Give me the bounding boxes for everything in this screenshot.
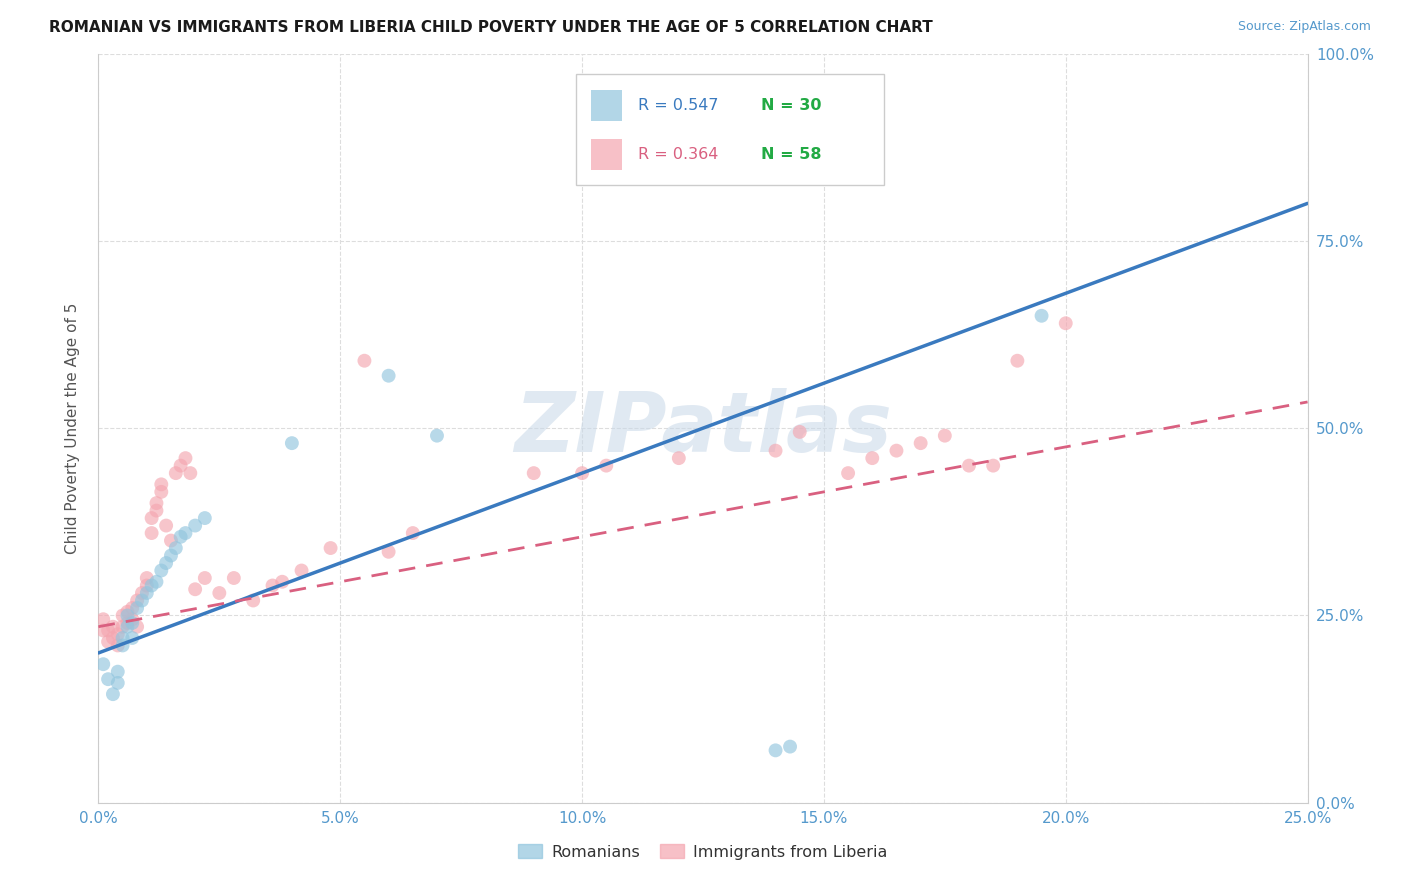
Point — [179, 466, 201, 480]
Point — [886, 443, 908, 458]
Point — [117, 605, 139, 619]
Point — [765, 443, 787, 458]
Point — [91, 624, 114, 638]
Point — [150, 484, 173, 499]
Text: ZIPatlas: ZIPatlas — [515, 388, 891, 468]
Point — [789, 425, 811, 439]
Point — [127, 620, 149, 634]
Point — [117, 615, 139, 630]
Point — [668, 451, 690, 466]
Point — [141, 511, 163, 525]
Point — [107, 627, 129, 641]
Point — [353, 353, 375, 368]
Point — [121, 615, 143, 630]
Point — [131, 586, 153, 600]
Point — [101, 687, 124, 701]
Point — [165, 541, 187, 555]
Point — [271, 574, 294, 589]
Point — [160, 533, 183, 548]
Point — [194, 511, 217, 525]
Point — [107, 665, 129, 679]
Point — [222, 571, 245, 585]
Point — [131, 593, 153, 607]
Point — [208, 586, 231, 600]
Point — [97, 634, 120, 648]
Point — [101, 620, 124, 634]
Point — [127, 601, 149, 615]
Point — [174, 451, 197, 466]
Point — [121, 601, 143, 615]
Point — [860, 451, 883, 466]
Point — [107, 639, 129, 653]
Text: Source: ZipAtlas.com: Source: ZipAtlas.com — [1237, 20, 1371, 33]
Point — [194, 571, 217, 585]
Point — [145, 496, 167, 510]
Point — [377, 368, 399, 383]
Point — [117, 620, 139, 634]
Point — [127, 593, 149, 607]
Point — [281, 436, 304, 450]
Point — [97, 624, 120, 638]
Point — [779, 739, 801, 754]
Point — [169, 530, 191, 544]
Point — [91, 657, 114, 672]
Point — [319, 541, 342, 555]
Point — [523, 466, 546, 480]
Point — [145, 574, 167, 589]
Point — [571, 466, 593, 480]
Point — [101, 631, 124, 645]
Point — [160, 549, 183, 563]
Point — [595, 458, 617, 473]
Point — [242, 593, 264, 607]
Point — [117, 608, 139, 623]
Point — [97, 672, 120, 686]
Legend: Romanians, Immigrants from Liberia: Romanians, Immigrants from Liberia — [512, 838, 894, 866]
Text: ROMANIAN VS IMMIGRANTS FROM LIBERIA CHILD POVERTY UNDER THE AGE OF 5 CORRELATION: ROMANIAN VS IMMIGRANTS FROM LIBERIA CHIL… — [49, 20, 934, 35]
Point — [141, 526, 163, 541]
Point — [184, 582, 207, 597]
Point — [184, 518, 207, 533]
Point — [135, 578, 157, 592]
Point — [262, 578, 284, 592]
Point — [837, 466, 859, 480]
Point — [377, 545, 399, 559]
Point — [169, 458, 191, 473]
Point — [981, 458, 1004, 473]
Point — [111, 620, 134, 634]
Point — [957, 458, 980, 473]
Point — [111, 639, 134, 653]
Point — [150, 564, 173, 578]
Point — [135, 586, 157, 600]
Point — [165, 466, 187, 480]
Point — [155, 518, 177, 533]
Point — [107, 676, 129, 690]
Point — [765, 743, 787, 757]
Point — [145, 503, 167, 517]
Point — [910, 436, 932, 450]
Point — [174, 526, 197, 541]
Point — [426, 428, 449, 442]
Point — [290, 564, 312, 578]
Point — [135, 571, 157, 585]
Point — [150, 477, 173, 491]
Point — [121, 612, 143, 626]
Point — [121, 631, 143, 645]
Point — [1007, 353, 1029, 368]
Point — [141, 578, 163, 592]
Point — [934, 428, 956, 442]
Point — [91, 612, 114, 626]
Point — [111, 608, 134, 623]
Point — [1054, 316, 1077, 330]
Point — [1031, 309, 1053, 323]
Point — [402, 526, 425, 541]
Point — [111, 631, 134, 645]
Y-axis label: Child Poverty Under the Age of 5: Child Poverty Under the Age of 5 — [65, 302, 80, 554]
Point — [155, 556, 177, 570]
